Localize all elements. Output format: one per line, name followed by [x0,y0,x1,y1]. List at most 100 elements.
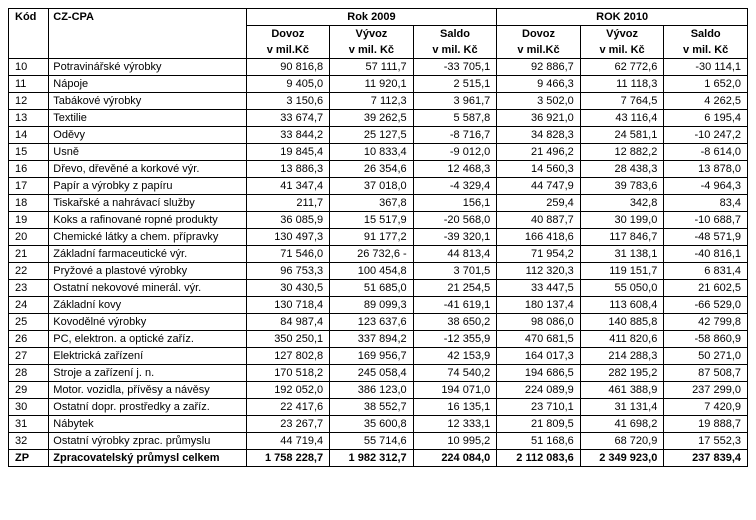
table-row: 25Kovodělné výrobky84 987,4123 637,638 6… [9,314,748,331]
cell-name: Elektrická zařízení [49,348,246,365]
col-dovoz-2009-l2: v mil.Kč [246,42,330,59]
cell-name: PC, elektron. a optické zaříz. [49,331,246,348]
cell-vyvoz-2009: 89 099,3 [330,297,414,314]
cell-dovoz-2009: 84 987,4 [246,314,330,331]
cell-dovoz-2010: 33 447,5 [497,280,581,297]
cell-dovoz-2010: 164 017,3 [497,348,581,365]
cell-name: Tiskařské a nahrávací služby [49,195,246,212]
cell-code: 26 [9,331,49,348]
cell-name: Textilie [49,110,246,127]
cell-saldo-2010: 237 299,0 [664,382,748,399]
cell-vyvoz-2009: 26 732,6 - [330,246,414,263]
cell-dovoz-2009: 350 250,1 [246,331,330,348]
cell-saldo-2010: 4 262,5 [664,93,748,110]
cell-saldo-2010: 6 831,4 [664,263,748,280]
cell-dovoz-2010: 259,4 [497,195,581,212]
cell-dovoz-2010: 194 686,5 [497,365,581,382]
cell-dovoz-2009: 130 718,4 [246,297,330,314]
cell-code: 32 [9,433,49,450]
cell-dovoz-2010: 21 809,5 [497,416,581,433]
cell-name: Ostatní nekovové minerál. výr. [49,280,246,297]
cell-vyvoz-2010: 282 195,2 [580,365,664,382]
cell-vyvoz-2010: 140 885,8 [580,314,664,331]
cell-dovoz-2009: 130 497,3 [246,229,330,246]
cell-saldo-2009: 38 650,2 [413,314,497,331]
cell-saldo-2009: 74 540,2 [413,365,497,382]
cell-code: 17 [9,178,49,195]
cell-saldo-2010: 50 271,0 [664,348,748,365]
cell-saldo-2010: 17 552,3 [664,433,748,450]
cell-vyvoz-2010: 461 388,9 [580,382,664,399]
cell-vyvoz-2009: 38 552,7 [330,399,414,416]
cell-dovoz-2010: 180 137,4 [497,297,581,314]
col-kod: Kód [9,9,49,59]
cell-dovoz-2010: 23 710,1 [497,399,581,416]
cell-code: 31 [9,416,49,433]
table-row: 13Textilie33 674,739 262,55 587,836 921,… [9,110,748,127]
cell-saldo-2009: 12 468,3 [413,161,497,178]
cell-vyvoz-2010: 7 764,5 [580,93,664,110]
cell-dovoz-2009: 192 052,0 [246,382,330,399]
cell-vyvoz-2010: 30 199,0 [580,212,664,229]
cell-name: Zpracovatelský průmysl celkem [49,450,246,467]
cell-code: 27 [9,348,49,365]
cell-saldo-2009: 21 254,5 [413,280,497,297]
cell-code: 16 [9,161,49,178]
cell-saldo-2010: 13 878,0 [664,161,748,178]
col-vyvoz-2009-l2: v mil. Kč [330,42,414,59]
cell-saldo-2009: -33 705,1 [413,59,497,76]
cell-vyvoz-2009: 337 894,2 [330,331,414,348]
cell-vyvoz-2009: 39 262,5 [330,110,414,127]
col-vyvoz-2010-l1: Vývoz [580,26,664,43]
cell-code: 21 [9,246,49,263]
cell-vyvoz-2009: 169 956,7 [330,348,414,365]
table-row: 30Ostatní dopr. prostředky a zaříz.22 41… [9,399,748,416]
cell-dovoz-2010: 2 112 083,6 [497,450,581,467]
cell-dovoz-2009: 41 347,4 [246,178,330,195]
table-row: 19Koks a rafinované ropné produkty36 085… [9,212,748,229]
cell-name: Koks a rafinované ropné produkty [49,212,246,229]
cell-dovoz-2010: 21 496,2 [497,144,581,161]
table-row: 22Pryžové a plastové výrobky96 753,3100 … [9,263,748,280]
cell-dovoz-2009: 36 085,9 [246,212,330,229]
cell-saldo-2009: 194 071,0 [413,382,497,399]
cell-code: 19 [9,212,49,229]
cell-saldo-2009: 12 333,1 [413,416,497,433]
cell-vyvoz-2010: 411 820,6 [580,331,664,348]
cell-dovoz-2010: 36 921,0 [497,110,581,127]
table-row: 20Chemické látky a chem. přípravky130 49… [9,229,748,246]
cell-vyvoz-2009: 123 637,6 [330,314,414,331]
table-row: 11Nápoje9 405,011 920,12 515,19 466,311 … [9,76,748,93]
cell-name: Dřevo, dřevěné a korkové výr. [49,161,246,178]
table-row: 26PC, elektron. a optické zaříz.350 250,… [9,331,748,348]
cell-code: 29 [9,382,49,399]
table-row: 24 Základní kovy130 718,489 099,3-41 619… [9,297,748,314]
cell-vyvoz-2009: 57 111,7 [330,59,414,76]
cell-vyvoz-2010: 24 581,1 [580,127,664,144]
cell-dovoz-2010: 44 747,9 [497,178,581,195]
cell-code: 24 [9,297,49,314]
table-row: 18Tiskařské a nahrávací služby211,7367,8… [9,195,748,212]
table-row-total: ZPZpracovatelský průmysl celkem1 758 228… [9,450,748,467]
cell-vyvoz-2009: 7 112,3 [330,93,414,110]
cell-code: 18 [9,195,49,212]
cell-vyvoz-2009: 51 685,0 [330,280,414,297]
cell-saldo-2010: 87 508,7 [664,365,748,382]
cell-dovoz-2010: 14 560,3 [497,161,581,178]
cell-saldo-2010: -30 114,1 [664,59,748,76]
cell-name: Chemické látky a chem. přípravky [49,229,246,246]
cell-saldo-2010: -8 614,0 [664,144,748,161]
cell-vyvoz-2010: 12 882,2 [580,144,664,161]
cell-vyvoz-2010: 68 720,9 [580,433,664,450]
cell-vyvoz-2009: 37 018,0 [330,178,414,195]
cell-vyvoz-2010: 214 288,3 [580,348,664,365]
cell-dovoz-2009: 44 719,4 [246,433,330,450]
cell-saldo-2010: -58 860,9 [664,331,748,348]
cell-vyvoz-2010: 39 783,6 [580,178,664,195]
col-saldo-2009-l2: v mil. Kč [413,42,497,59]
cell-dovoz-2009: 13 886,3 [246,161,330,178]
cell-vyvoz-2010: 2 349 923,0 [580,450,664,467]
cell-saldo-2010: -10 247,2 [664,127,748,144]
cell-dovoz-2009: 9 405,0 [246,76,330,93]
cell-dovoz-2009: 23 267,7 [246,416,330,433]
